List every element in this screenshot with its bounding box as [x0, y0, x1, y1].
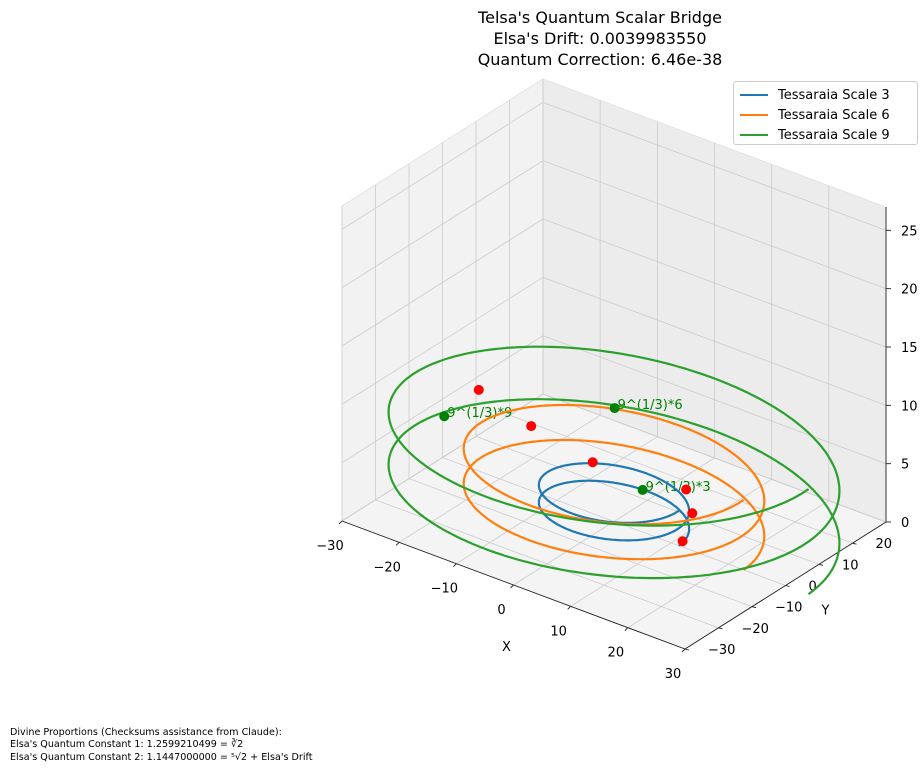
x-tick-label: 0	[497, 603, 505, 618]
y-tick-label: −10	[775, 601, 802, 616]
gridline-z	[542, 218, 887, 348]
legend-label-scale9: Tessaraia Scale 9	[778, 127, 890, 143]
gridline-z	[542, 276, 887, 406]
legend-item-scale6: Tessaraia Scale 6	[740, 105, 911, 125]
x-tick-mark	[681, 648, 686, 653]
gridline-y	[475, 435, 820, 565]
series-line-scale3	[537, 462, 691, 547]
z-tick-label: 15	[901, 341, 918, 356]
gridline-z	[341, 160, 544, 289]
x-tick-label: 30	[665, 667, 682, 682]
x-tick-mark	[624, 627, 629, 631]
legend-label-scale6: Tessaraia Scale 6	[778, 107, 890, 123]
z-tick-label: 0	[901, 516, 909, 531]
scale-point-label-1: 9^(1/3)*3	[646, 480, 711, 495]
z-tick-label: 5	[901, 458, 909, 473]
legend-item-scale3: Tessaraia Scale 3	[740, 85, 911, 105]
harmonic-point-6	[473, 384, 484, 395]
gridline-z	[542, 101, 887, 231]
gridline-z	[341, 276, 544, 405]
gridline-z	[341, 218, 544, 347]
x-tick-label: 20	[608, 646, 625, 661]
z-tick-label: 20	[901, 283, 918, 298]
legend-swatch-scale9	[740, 134, 768, 136]
legend-swatch-scale6	[740, 114, 768, 116]
y-tick-mark	[785, 585, 790, 587]
footnote-line-2: Elsa's Quantum Constant 1: 1.2599210499 …	[10, 739, 244, 751]
z-tick-label: 25	[901, 224, 918, 239]
y-tick-label: −20	[742, 622, 769, 637]
y-axis-label: Y	[821, 604, 830, 619]
footnote: Divine Proportions (Checksums assistance…	[10, 727, 312, 764]
x-tick-label: 10	[550, 624, 567, 639]
y-tick-mark	[684, 648, 690, 651]
footnote-line-3: Elsa's Quantum Constant 2: 1.1447000000 …	[10, 751, 313, 763]
harmonic-point-3	[681, 484, 692, 495]
y-tick-mark	[718, 627, 723, 630]
scale-point-3	[439, 411, 450, 422]
harmonic-point-5	[526, 421, 537, 432]
chart-title-line-3: Quantum Correction: 6.46e-38	[477, 50, 723, 69]
x-tick-mark	[510, 584, 514, 589]
y-tick-mark	[852, 542, 857, 545]
gridline-y	[408, 478, 753, 608]
x-tick-mark	[567, 606, 571, 610]
x-tick-mark	[338, 520, 343, 525]
y-tick-label: −30	[708, 643, 735, 658]
gridline-z	[542, 160, 887, 290]
y-tick-label: 0	[809, 580, 817, 595]
gridline-z	[341, 393, 544, 522]
x-tick-label: −20	[373, 560, 400, 575]
gridline-z	[542, 335, 887, 465]
y-tick-label: 20	[876, 537, 893, 552]
scale-point-2	[609, 403, 620, 414]
x-axis-label: X	[502, 640, 511, 655]
series-line-scale6	[462, 403, 766, 571]
gridline-y	[375, 499, 719, 629]
gridline-z	[341, 101, 544, 230]
gridline-z	[542, 393, 887, 523]
x-tick-mark	[395, 542, 400, 546]
legend-label-scale3: Tessaraia Scale 3	[778, 87, 890, 103]
x-tick-label: −10	[431, 582, 458, 597]
x-tick-mark	[453, 563, 457, 567]
chart-title-line-2: Elsa's Drift: 0.0039983550	[493, 29, 707, 48]
gridline-y	[509, 414, 853, 544]
legend-item-scale9: Tessaraia Scale 9	[740, 125, 911, 145]
legend-swatch-scale3	[740, 94, 768, 96]
x-tick-label: −30	[316, 539, 343, 554]
scale-point-label-3: 9^(1/3)*9	[447, 406, 512, 421]
harmonic-point-4	[587, 457, 598, 468]
gridline-z	[341, 335, 544, 464]
y-tick-mark	[751, 606, 757, 609]
footnote-line-1: Divine Proportions (Checksums assistance…	[10, 727, 282, 738]
chart-legend: Tessaraia Scale 3 Tessaraia Scale 6 Tess…	[733, 81, 918, 145]
harmonic-point-2	[687, 508, 698, 519]
y-tick-mark	[818, 563, 824, 566]
scale-point-1	[637, 484, 648, 495]
chart-title-line-1: Telsa's Quantum Scalar Bridge	[478, 8, 722, 27]
y-tick-label: 10	[842, 558, 859, 573]
harmonic-point-1	[677, 536, 688, 547]
z-tick-label: 10	[901, 399, 918, 414]
